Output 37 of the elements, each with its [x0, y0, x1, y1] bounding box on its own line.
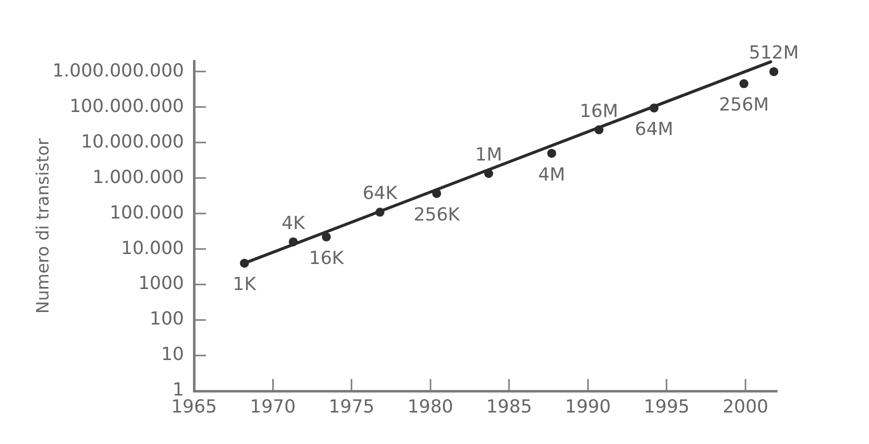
y-tick-label: 10	[161, 344, 184, 366]
x-tick-label: 1980	[407, 396, 454, 418]
annotation: 1M	[475, 144, 502, 166]
point	[240, 258, 249, 268]
x-tick-label: 1985	[486, 396, 532, 418]
y-tick-label: 10.000.000	[80, 131, 184, 152]
point	[769, 67, 778, 76]
point	[650, 103, 659, 112]
x-tick-label: 1975	[328, 396, 374, 418]
annotation: 16M	[580, 100, 618, 122]
annotation: 256M	[718, 94, 769, 116]
annotation: 64K	[362, 183, 398, 204]
annotation: 512M	[748, 42, 799, 64]
x-tick-label: 2000	[722, 396, 768, 418]
point	[322, 232, 331, 242]
point	[739, 79, 748, 88]
y-tick-label: 1.000.000	[92, 166, 184, 188]
y-tick-label: 1000	[138, 273, 184, 294]
y-tick-label: 100.000	[110, 202, 184, 224]
annotation: 16K	[309, 248, 345, 269]
y-tick-label: 100.000.000	[69, 96, 184, 117]
annotation: 4M	[538, 164, 566, 186]
x-tick-label: 1995	[644, 396, 690, 418]
y-tick-label: 10.000	[121, 238, 184, 259]
annotation: 256K	[414, 204, 461, 226]
x-tick-label: 1990	[565, 396, 611, 418]
point	[594, 125, 604, 134]
annotation: 4K	[282, 212, 306, 234]
x-tick-label: 1970	[250, 396, 296, 418]
point	[288, 237, 298, 246]
point	[547, 148, 556, 158]
point	[375, 208, 384, 217]
y-axis-title: Numero di transistor	[34, 138, 54, 314]
annotation: 1K	[232, 274, 258, 296]
y-tick-label: 100	[150, 308, 184, 330]
y-tick-label: 1.000.000.000	[52, 60, 184, 82]
annotation: 64M	[634, 118, 674, 140]
